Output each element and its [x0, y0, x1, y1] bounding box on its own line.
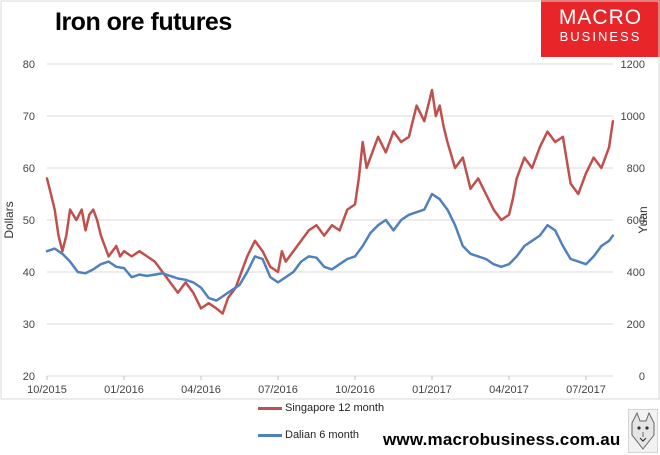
logo-line2: BUSINESS	[559, 29, 642, 44]
y-right-tick-label: 400	[627, 267, 645, 279]
series-line-singapore	[45, 88, 615, 315]
x-tick-label: 07/2016	[258, 384, 298, 396]
y-left-tick-label: 80	[23, 59, 35, 71]
y-axis-left: 20 30 40 50 60 70 80	[23, 59, 35, 383]
y-right-tick-label: 1200	[621, 59, 645, 71]
x-axis: 10/2015 01/2016 04/2016 07/2016 10/2016 01/20…	[27, 376, 606, 396]
legend: Singapore 12 month Dalian 6 month	[258, 400, 384, 454]
legend-item-dalian: Dalian 6 month	[258, 427, 384, 443]
y-right-tick-label: 800	[627, 163, 645, 175]
logo-line1: MACRO	[558, 6, 643, 29]
x-tick-label: 10/2016	[335, 384, 375, 396]
chart-svg: 20 30 40 50 60 70 80 0 200 400 600 800 1000 1200 10/…	[0, 0, 660, 400]
series-line-dalian	[45, 192, 615, 302]
y-left-tick-label: 30	[23, 319, 35, 331]
chart-frame	[0, 0, 660, 400]
website-url: www.macrobusiness.com.au	[383, 430, 621, 449]
legend-swatch-dalian	[258, 433, 282, 437]
macrobusiness-logo: MACRO BUSINESS	[541, 0, 660, 57]
y-left-tick-label: 40	[23, 267, 35, 279]
x-tick-label: 01/2016	[104, 384, 144, 396]
wolf-mascot-icon	[628, 409, 658, 453]
legend-label-dalian: Dalian 6 month	[285, 429, 359, 441]
y-left-title: Dollars	[2, 201, 16, 238]
legend-item-singapore: Singapore 12 month	[258, 400, 384, 416]
series-group	[45, 88, 615, 315]
chart-title: Iron ore futures	[55, 8, 232, 36]
y-right-tick-label: 600	[627, 215, 645, 227]
x-tick-label: 01/2017	[412, 384, 452, 396]
y-left-tick-label: 60	[23, 163, 35, 175]
y-axis-right: 0 200 400 600 800 1000 1200	[621, 59, 645, 383]
y-right-tick-label: 1000	[621, 111, 645, 123]
x-tick-label: 10/2015	[27, 384, 67, 396]
y-left-tick-label: 20	[23, 371, 35, 383]
legend-label-singapore: Singapore 12 month	[285, 402, 385, 414]
x-tick-label: 07/2017	[566, 384, 606, 396]
y-left-tick-label: 50	[23, 215, 35, 227]
y-left-tick-label: 70	[23, 111, 35, 123]
gridlines	[47, 63, 613, 377]
y-right-tick-label: 0	[639, 371, 645, 383]
y-right-tick-label: 200	[627, 319, 645, 331]
x-tick-label: 04/2017	[489, 384, 529, 396]
y-right-title: Yuan	[636, 206, 650, 233]
legend-swatch-singapore	[258, 406, 282, 410]
x-tick-label: 04/2016	[181, 384, 221, 396]
